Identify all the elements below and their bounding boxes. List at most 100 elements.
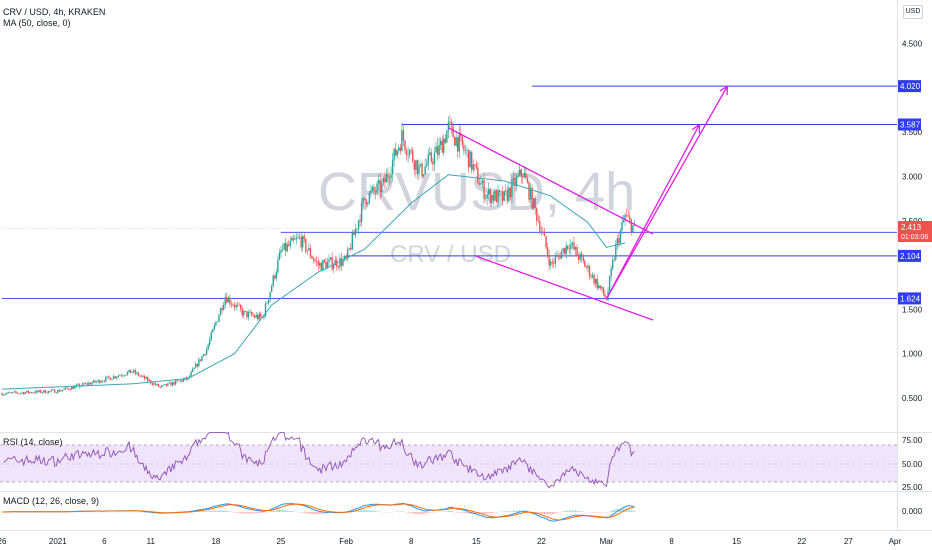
- candle-body: [413, 161, 415, 170]
- candle-body: [351, 232, 353, 250]
- macd-histogram-bar: [288, 510, 290, 512]
- candle-body: [311, 256, 313, 259]
- candle-body: [191, 369, 194, 372]
- macd-histogram-bar: [280, 509, 282, 512]
- trendline: [448, 127, 654, 235]
- candle-body: [525, 173, 527, 179]
- candle-body: [365, 199, 367, 205]
- candle-body: [354, 229, 357, 236]
- candle-body: [598, 285, 600, 289]
- candle-body: [371, 186, 374, 191]
- macd-histogram-bar: [378, 511, 380, 512]
- candle-body: [610, 268, 612, 277]
- macd-histogram-bar: [356, 510, 358, 512]
- candle-body: [283, 242, 285, 250]
- macd-histogram-bar: [220, 510, 222, 512]
- macd-histogram-bar: [474, 512, 476, 514]
- macd-histogram-bar: [568, 510, 570, 512]
- candle-body: [229, 297, 231, 304]
- macd-histogram-bar: [621, 508, 623, 512]
- candle-body: [546, 247, 549, 256]
- candle-body: [258, 313, 260, 320]
- macd-histogram-bar: [244, 512, 246, 514]
- candle-body: [452, 124, 454, 138]
- candle-body: [36, 390, 39, 392]
- macd-histogram-bar: [421, 512, 423, 515]
- candle-body: [241, 308, 243, 316]
- candle-body: [602, 287, 605, 294]
- candle-body: [71, 386, 73, 390]
- candle-body: [85, 383, 87, 385]
- candle-body: [263, 316, 265, 318]
- candle-body: [128, 369, 130, 373]
- candle-body: [238, 304, 240, 306]
- macd-histogram-bar: [416, 512, 418, 515]
- candle-body: [210, 332, 212, 340]
- candle-body: [450, 122, 453, 125]
- candle-body: [540, 231, 543, 233]
- time-tick: 6: [102, 537, 107, 546]
- candle-body: [271, 286, 273, 292]
- candle-body: [60, 390, 62, 392]
- macd-histogram-bar: [452, 511, 454, 512]
- candle-body: [334, 259, 336, 266]
- candle-body: [176, 380, 178, 382]
- macd-histogram-bar: [319, 512, 321, 514]
- macd-histogram-bar: [514, 510, 516, 512]
- trendline: [605, 85, 728, 300]
- macd-histogram-bar: [482, 512, 483, 514]
- candle-body: [374, 191, 377, 193]
- candle-body: [147, 377, 149, 381]
- candle-body: [235, 304, 237, 308]
- price-tick: 1.000: [902, 350, 923, 359]
- currency-button[interactable]: USD: [903, 5, 923, 19]
- macd-histogram-bar: [255, 512, 257, 514]
- macd-histogram-bar: [246, 512, 248, 514]
- macd-histogram-bar: [550, 512, 552, 515]
- candle-body: [612, 260, 614, 269]
- candle-body: [167, 383, 169, 386]
- candle-body: [331, 257, 333, 269]
- candle-body: [27, 390, 30, 393]
- macd-histogram-bar: [199, 511, 201, 512]
- candle-body: [284, 242, 287, 252]
- candle-body: [537, 220, 539, 222]
- macd-histogram-bar: [537, 512, 539, 514]
- candle-body: [444, 138, 446, 143]
- time-tick: 25: [277, 537, 286, 546]
- candle-body: [505, 190, 507, 191]
- candle-body: [447, 121, 450, 131]
- price-tick: 3.500: [902, 128, 923, 137]
- candle-body: [585, 266, 588, 268]
- candle-body: [112, 376, 115, 379]
- candle-body: [477, 167, 479, 184]
- candle-body: [315, 260, 318, 262]
- candle-body: [119, 375, 121, 377]
- time-axis[interactable]: 26 2021 6 11 18 25 Feb 8 15 22 Mar 8 15 22 27 Apr: [0, 537, 901, 546]
- candle-body: [173, 382, 175, 385]
- candle-body: [326, 262, 329, 269]
- macd-histogram-bar: [629, 509, 631, 512]
- candle-body: [342, 259, 344, 266]
- macd-histogram-bar: [458, 512, 460, 513]
- macd-histogram-bar: [633, 511, 635, 512]
- rsi-tick-50: 50.00: [902, 460, 923, 469]
- candle-body: [252, 315, 254, 316]
- candle-body: [98, 380, 101, 383]
- candle-body: [266, 303, 268, 304]
- candle-body: [43, 390, 45, 393]
- macd-histogram-bar: [223, 510, 225, 512]
- candle-body: [41, 392, 43, 393]
- candle-body: [601, 287, 603, 289]
- horizontal-levels[interactable]: [2, 85, 897, 299]
- candle-body: [50, 389, 53, 391]
- trendlines[interactable]: [448, 85, 729, 321]
- level-badge: [898, 292, 921, 305]
- candle-body: [61, 389, 64, 391]
- macd-histogram-bar: [207, 510, 209, 512]
- macd-histogram-bar: [610, 510, 612, 512]
- candle-body: [131, 371, 133, 373]
- candle-body: [24, 392, 26, 395]
- candle-body: [619, 230, 622, 244]
